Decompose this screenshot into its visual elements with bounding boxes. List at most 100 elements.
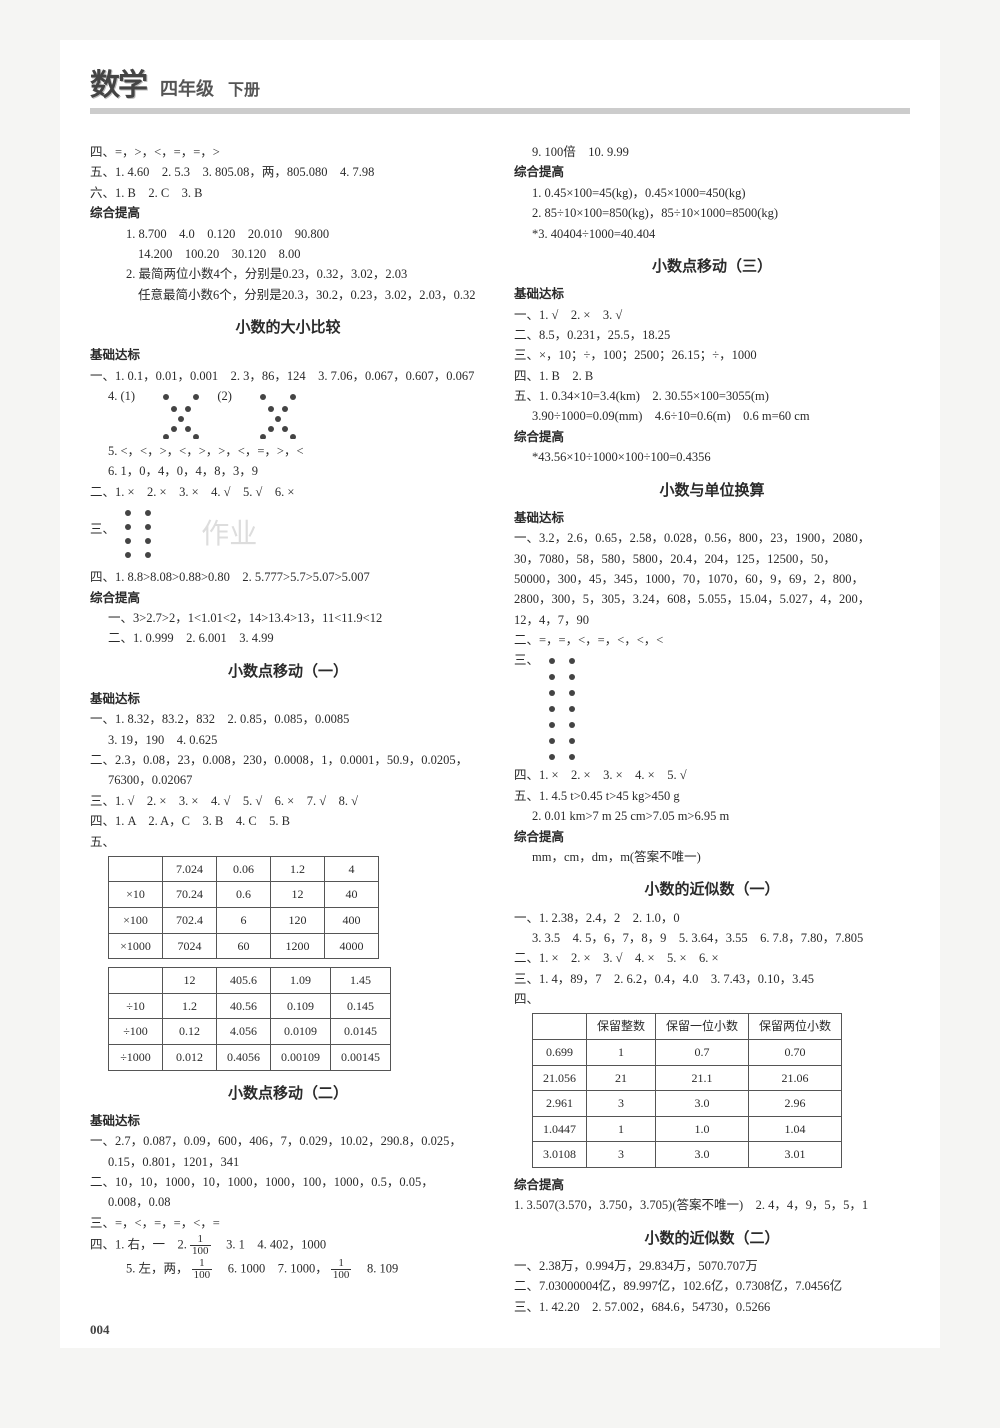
table-cell: 0.109	[271, 993, 331, 1019]
table-cell: 0.12	[163, 1019, 217, 1045]
subsection-label: 综合提高	[514, 428, 910, 447]
text-line: 五、1. 0.34×10=3.4(km) 2. 30.55×100=3055(m…	[514, 387, 910, 406]
page-header: 数学 四年级 下册	[90, 60, 910, 114]
text-line: 四、=，>，<，=，=，>	[90, 143, 486, 162]
rounding-table: 保留整数保留一位小数保留两位小数0.69910.70.7021.0562121.…	[532, 1013, 842, 1168]
table-header	[109, 968, 163, 994]
table-row: 3.010833.03.01	[533, 1142, 842, 1168]
table-cell: 21.1	[656, 1065, 749, 1091]
text-line: 六、1. B 2. C 3. B	[90, 184, 486, 203]
table-header	[533, 1014, 587, 1040]
text-line: 二、1. × 2. × 3. √ 4. × 5. × 6. ×	[514, 949, 910, 968]
text-line: 一、1. 2.38，2.4，2 2. 1.0，0	[514, 909, 910, 928]
fraction: 1100	[190, 1234, 211, 1257]
text-line: 3.90÷1000=0.09(mm) 4.6÷10=0.6(m) 0.6 m=6…	[514, 407, 910, 426]
table-header: 12	[163, 968, 217, 994]
section-title: 小数点移动（二）	[90, 1083, 486, 1106]
label: 5. 左，两，	[126, 1262, 189, 1276]
text-line: 四、1. 右，一 2. 1100 3. 1 4. 402，1000	[90, 1234, 486, 1257]
volume-text: 下册	[228, 76, 260, 100]
text-line: 一、2.7，0.087，0.09，600，406，7，0.029，10.02，2…	[90, 1132, 486, 1151]
label: 四、1. 右，一 2.	[90, 1238, 190, 1252]
table-header: 4	[325, 856, 379, 882]
table-header: 0.06	[217, 856, 271, 882]
table-cell: 4.056	[217, 1019, 271, 1045]
table-cell: 0.70	[749, 1039, 842, 1065]
text-line: 一、1. 0.1，0.01，0.001 2. 3，86，124 3. 7.06，…	[90, 367, 486, 386]
two-column-layout: 四、=，>，<，=，=，> 五、1. 4.60 2. 5.3 3. 805.08…	[90, 142, 910, 1318]
table-header: 7.024	[163, 856, 217, 882]
table-cell: 0.4056	[217, 1045, 271, 1071]
subsection-label: 基础达标	[514, 285, 910, 304]
subsection-label: 基础达标	[514, 509, 910, 528]
text-line: 一、2.38万，0.994万，29.834万，5070.707万	[514, 1257, 910, 1276]
text-line: 9. 100倍 10. 9.99	[514, 143, 910, 162]
table-cell: 1200	[271, 933, 325, 959]
text-line: 二、7.03000004亿，89.997亿，102.6亿，0.7308亿，7.0…	[514, 1277, 910, 1296]
text-line: 三、1. √ 2. × 3. × 4. √ 5. √ 6. × 7. √ 8. …	[90, 792, 486, 811]
label: 8. 109	[355, 1262, 399, 1276]
text-line: 四、1. 8.8>8.08>0.88>0.80 2. 5.777>5.7>5.0…	[90, 568, 486, 587]
text-line: 一、1. √ 2. × 3. √	[514, 306, 910, 325]
label: 三、	[90, 522, 115, 536]
table-header	[109, 856, 163, 882]
section-title: 小数与单位换算	[514, 480, 910, 503]
text-line: 二、8.5，0.231，25.5，18.25	[514, 326, 910, 345]
label: 4. (1)	[108, 389, 135, 403]
text-line: 3. 3.5 4. 5，6，7，8，9 5. 3.64，3.55 6. 7.8，…	[514, 929, 910, 948]
table-cell: 0.0145	[331, 1019, 391, 1045]
table-row: ÷101.240.560.1090.145	[109, 993, 391, 1019]
text-line: 二、2.3，0.08，23，0.008，230，0.0008，1，0.0001，…	[90, 751, 486, 770]
text-line: 四、1. A 2. A，C 3. B 4. C 5. B	[90, 812, 486, 831]
label: (2)	[217, 389, 232, 403]
left-column: 四、=，>，<，=，=，> 五、1. 4.60 2. 5.3 3. 805.08…	[90, 142, 486, 1318]
text-line: 5. 左，两， 1100 6. 1000 7. 1000， 1100 8. 10…	[90, 1258, 486, 1281]
text-line: 一、3.2，2.6，0.65，2.58，0.028，0.56，800，23，19…	[514, 529, 910, 548]
text-line: 二、1. × 2. × 3. × 4. √ 5. √ 6. ×	[90, 483, 486, 502]
table-cell: 1	[587, 1039, 656, 1065]
table-header: 保留整数	[587, 1014, 656, 1040]
text-line: *43.56×10÷1000×100÷100=0.4356	[514, 448, 910, 467]
table-cell: 702.4	[163, 908, 217, 934]
text-line: 二、10，10，1000，10，1000，1000，100，1000，0.5，0…	[90, 1173, 486, 1192]
table-cell: 3	[587, 1091, 656, 1117]
text-line: 0.15，0.801，1201，341	[90, 1153, 486, 1172]
dot-pattern-row: 三、 作业	[90, 503, 486, 567]
watermark-text: 作业	[201, 519, 257, 550]
table-cell: 0.00109	[271, 1045, 331, 1071]
table-row: ×100702.46120400	[109, 908, 379, 934]
text-line: 二、1. 0.999 2. 6.001 3. 4.99	[90, 629, 486, 648]
table-cell: 6	[217, 908, 271, 934]
table-cell: ×1000	[109, 933, 163, 959]
table-cell: ÷100	[109, 1019, 163, 1045]
section-title: 小数点移动（三）	[514, 256, 910, 279]
text-line: *3. 40404÷1000=40.404	[514, 225, 910, 244]
section-title: 小数的大小比较	[90, 317, 486, 340]
table-row: 21.0562121.121.06	[533, 1065, 842, 1091]
table-cell: 1.2	[163, 993, 217, 1019]
table-cell: 0.00145	[331, 1045, 391, 1071]
table-cell: ×10	[109, 882, 163, 908]
subsection-label: 综合提高	[514, 828, 910, 847]
multiply-table: 7.0240.061.24×1070.240.61240×100702.4612…	[108, 856, 379, 959]
table-cell: 0.7	[656, 1039, 749, 1065]
dot-grid-icon	[544, 653, 584, 763]
table-cell: 3.0	[656, 1091, 749, 1117]
table-cell: 3	[587, 1142, 656, 1168]
table-header: 1.09	[271, 968, 331, 994]
dot-pattern-row: 4. (1) (2)	[90, 387, 486, 441]
text-line: 76300，0.02067	[90, 771, 486, 790]
section-title: 小数的近似数（二）	[514, 1228, 910, 1251]
table-cell: 4000	[325, 933, 379, 959]
text-line: 5. <，<，>，<，>，>，<，=，>，<	[90, 442, 486, 461]
table-cell: 0.6	[217, 882, 271, 908]
label: 3. 1 4. 402，1000	[214, 1238, 327, 1252]
subsection-label: 综合提高	[90, 204, 486, 223]
subsection-label: 综合提高	[514, 1176, 910, 1195]
subsection-label: 综合提高	[90, 589, 486, 608]
subsection-label: 综合提高	[514, 163, 910, 182]
table-cell: 60	[217, 933, 271, 959]
label: 6. 1000 7. 1000，	[215, 1262, 328, 1276]
table-cell: ÷1000	[109, 1045, 163, 1071]
text-line: 五、1. 4.5 t>0.45 t>45 kg>450 g	[514, 787, 910, 806]
